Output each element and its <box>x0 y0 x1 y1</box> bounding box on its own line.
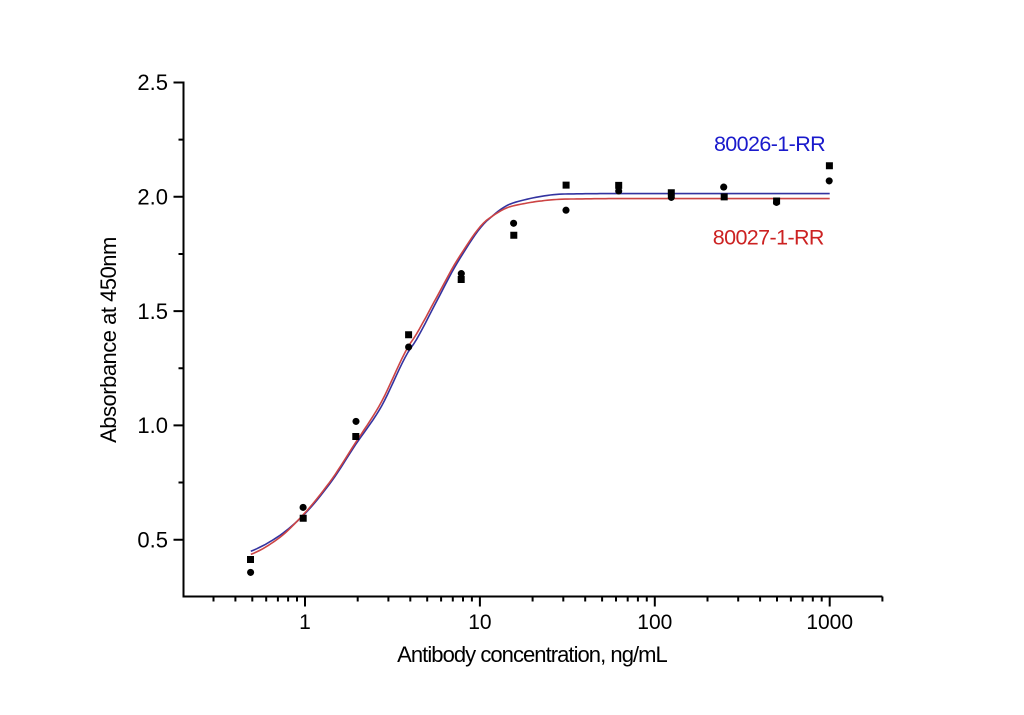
svg-text:Antibody concentration, ng/mL: Antibody concentration, ng/mL <box>397 642 667 667</box>
svg-text:80026-1-RR: 80026-1-RR <box>714 132 825 156</box>
svg-text:100: 100 <box>637 611 672 634</box>
svg-text:0.5: 0.5 <box>137 527 168 552</box>
svg-text:2.0: 2.0 <box>137 185 168 210</box>
svg-text:1.5: 1.5 <box>137 299 168 324</box>
svg-text:10: 10 <box>468 611 491 634</box>
svg-text:Absorbance at 450nm: Absorbance at 450nm <box>96 237 121 443</box>
svg-text:1: 1 <box>299 611 311 634</box>
svg-text:2.5: 2.5 <box>137 70 168 95</box>
svg-text:80027-1-RR: 80027-1-RR <box>713 226 824 250</box>
svg-text:1000: 1000 <box>806 611 853 634</box>
svg-text:1.0: 1.0 <box>137 413 168 438</box>
